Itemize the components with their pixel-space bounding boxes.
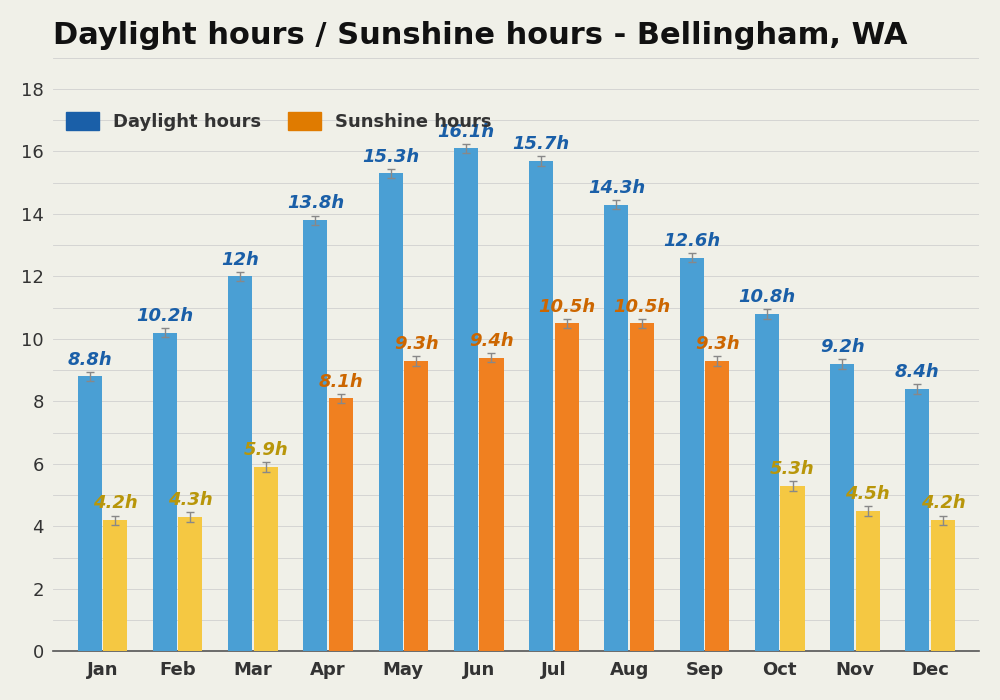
Text: 14.3h: 14.3h <box>588 178 645 197</box>
Bar <box>303 220 327 652</box>
Bar <box>404 360 428 652</box>
Legend: Daylight hours, Sunshine hours: Daylight hours, Sunshine hours <box>62 108 495 135</box>
Text: 4.5h: 4.5h <box>845 485 890 503</box>
Text: 9.4h: 9.4h <box>469 332 514 350</box>
Bar <box>755 314 779 652</box>
Bar <box>905 389 929 652</box>
Bar <box>479 358 504 652</box>
Text: 5.3h: 5.3h <box>770 460 815 478</box>
Bar <box>228 276 252 652</box>
Text: 10.5h: 10.5h <box>613 298 671 316</box>
Text: 8.4h: 8.4h <box>895 363 940 381</box>
Bar <box>529 161 553 652</box>
Text: 10.8h: 10.8h <box>738 288 796 306</box>
Text: 4.2h: 4.2h <box>921 494 965 512</box>
Text: 4.3h: 4.3h <box>168 491 213 510</box>
Bar <box>178 517 202 652</box>
Text: 16.1h: 16.1h <box>437 122 494 141</box>
Bar <box>454 148 478 652</box>
Text: 8.1h: 8.1h <box>319 372 363 391</box>
Bar <box>78 377 102 652</box>
Bar <box>604 204 628 652</box>
Text: 12h: 12h <box>221 251 259 269</box>
Text: 10.5h: 10.5h <box>538 298 595 316</box>
Text: 4.2h: 4.2h <box>93 494 138 512</box>
Text: 9.3h: 9.3h <box>394 335 439 353</box>
Bar <box>329 398 353 652</box>
Bar <box>931 520 955 652</box>
Bar <box>153 332 177 652</box>
Bar <box>555 323 579 652</box>
Bar <box>780 486 805 652</box>
Text: Daylight hours / Sunshine hours - Bellingham, WA: Daylight hours / Sunshine hours - Bellin… <box>53 21 908 50</box>
Text: 10.2h: 10.2h <box>136 307 193 325</box>
Text: 5.9h: 5.9h <box>243 441 288 459</box>
Text: 15.3h: 15.3h <box>362 148 419 165</box>
Bar <box>830 364 854 652</box>
Bar <box>630 323 654 652</box>
Bar <box>680 258 704 652</box>
Bar <box>254 467 278 652</box>
Text: 13.8h: 13.8h <box>287 195 344 212</box>
Bar <box>379 174 403 652</box>
Bar <box>705 360 729 652</box>
Text: 15.7h: 15.7h <box>513 135 570 153</box>
Bar <box>103 520 127 652</box>
Text: 9.2h: 9.2h <box>820 338 865 356</box>
Text: 8.8h: 8.8h <box>67 351 112 369</box>
Bar <box>856 511 880 652</box>
Text: 9.3h: 9.3h <box>695 335 740 353</box>
Text: 12.6h: 12.6h <box>663 232 720 250</box>
